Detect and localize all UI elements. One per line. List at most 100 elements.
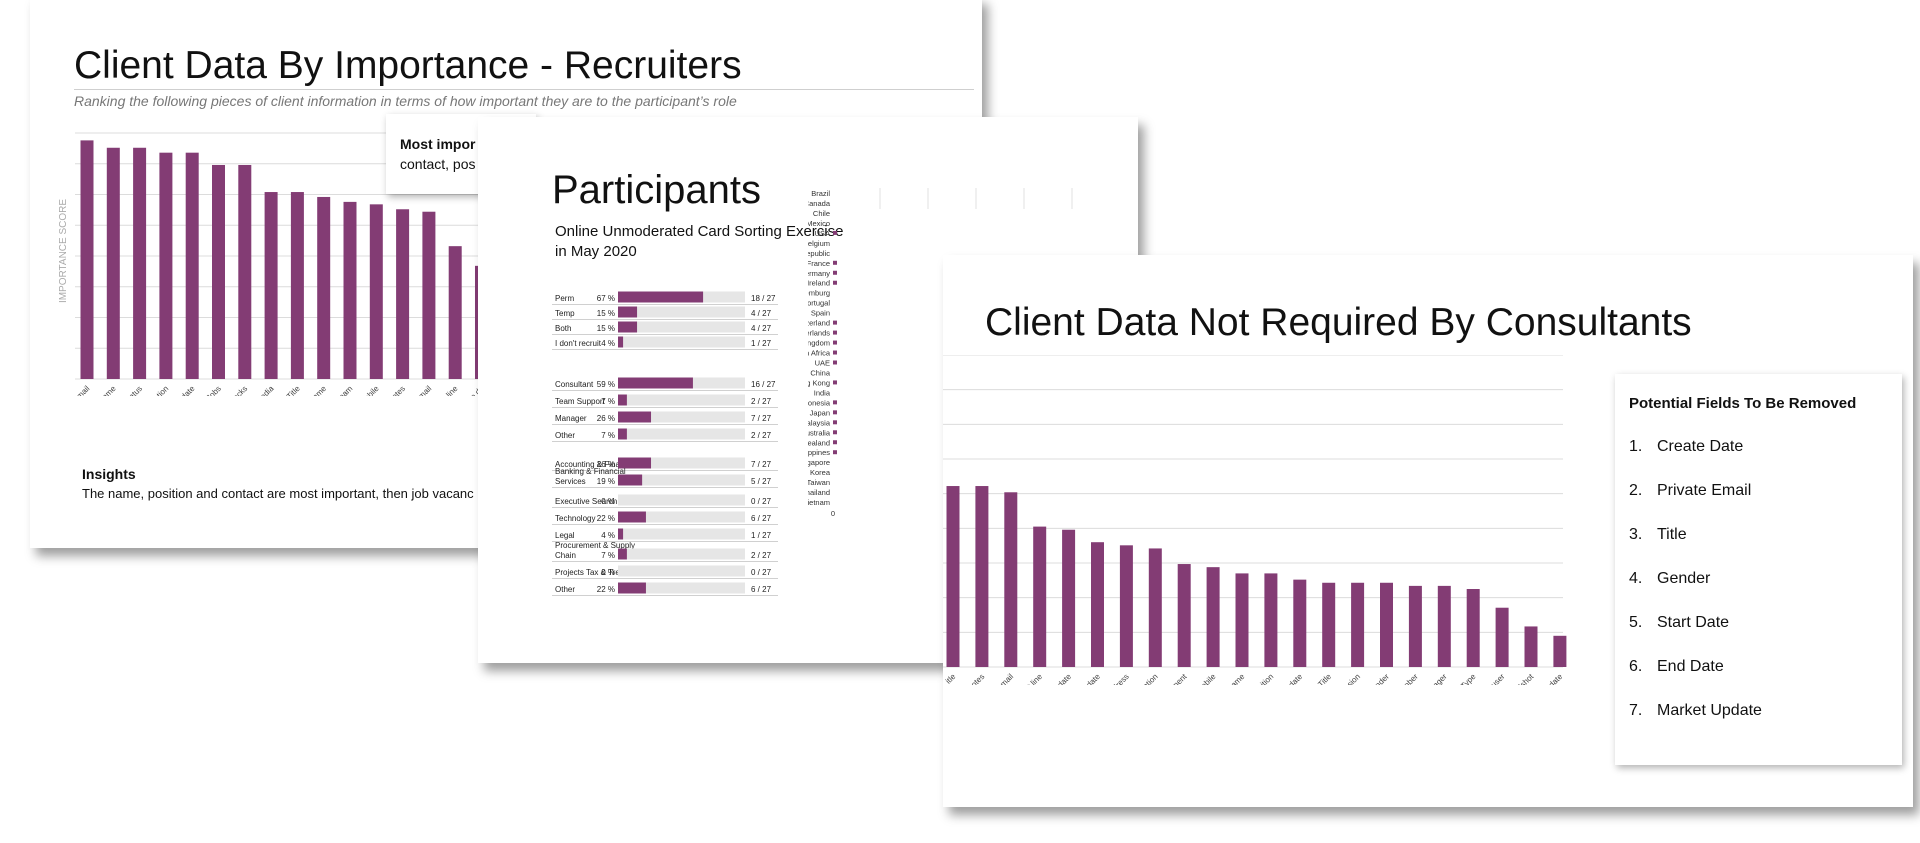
country-label: South Africa <box>808 349 831 358</box>
bar-track <box>618 428 745 440</box>
callout-title: Most impor <box>400 136 476 152</box>
country-label: Japan <box>810 408 830 417</box>
bar-track <box>618 394 745 406</box>
bar-track <box>618 457 745 469</box>
field-number: 7. <box>1629 702 1643 719</box>
country-label: Indonesia <box>808 398 831 407</box>
bar <box>618 548 627 560</box>
country-label: Spain <box>811 309 830 318</box>
country-label: UAE <box>815 358 830 367</box>
bar <box>833 410 837 415</box>
consultant-not-required-chart: itleActivity notesPrivate emailDirect li… <box>943 355 1567 685</box>
bar <box>1495 607 1509 667</box>
bar <box>1380 582 1393 667</box>
bar <box>833 330 837 335</box>
x-tick-label: Address <box>1104 672 1131 685</box>
x-tick-label: Work email <box>57 384 92 396</box>
bar <box>1322 582 1336 667</box>
x-tick-label: Start date <box>1071 672 1102 685</box>
country-label: India <box>814 388 831 397</box>
row-percent: 4 % <box>601 531 615 540</box>
bar-track <box>618 411 745 423</box>
row-label: Temp <box>555 309 575 318</box>
bar <box>833 440 837 445</box>
field-number: 6. <box>1629 658 1643 675</box>
country-label: USA <box>815 229 830 238</box>
row-label: I don't recruit <box>555 339 602 348</box>
row-label: Legal <box>555 531 575 540</box>
row-label: Procurement & Supply <box>555 541 635 550</box>
country-label: Australia <box>808 428 831 437</box>
bar <box>618 306 638 318</box>
bar <box>1033 526 1047 667</box>
bar <box>833 340 837 345</box>
participants-breakdown-chart: Perm 67 % 18 / 27 Temp 15 % 4 / 27 Both 15 % 4 /… <box>552 291 778 596</box>
slide-title: Client Data Not Required By Consultants <box>985 301 1692 344</box>
bar <box>1062 529 1076 667</box>
row-percent: 4 % <box>601 339 615 348</box>
row-count: 6 / 27 <box>751 585 772 594</box>
bar <box>1437 585 1451 667</box>
bar <box>1408 585 1422 667</box>
bar <box>833 230 837 235</box>
row-percent: 59 % <box>597 380 615 389</box>
country-label: Canada <box>808 199 831 208</box>
bar <box>369 204 383 379</box>
fields-to-remove-box: Potential Fields To Be Removed 1. Create … <box>1615 374 1902 765</box>
x-tick-label: Location <box>1132 672 1160 685</box>
bar <box>618 377 693 389</box>
bar <box>1264 573 1278 667</box>
bar <box>1091 542 1104 667</box>
bar-track <box>618 474 745 486</box>
row-label: Banking & Financial <box>555 467 626 476</box>
country-label: Hong Kong <box>808 378 830 387</box>
bar <box>1466 589 1480 667</box>
field-item: 1. Create Date <box>1629 437 1762 481</box>
field-number: 3. <box>1629 526 1643 543</box>
row-percent: 15 % <box>597 309 615 318</box>
bar <box>833 450 837 455</box>
bar <box>833 320 837 325</box>
field-item: 5. Start Date <box>1629 613 1762 657</box>
row-label: Chain <box>555 551 576 560</box>
row-count: 4 / 27 <box>751 324 772 333</box>
bar-track <box>618 336 745 348</box>
field-label: End Date <box>1657 658 1724 675</box>
bar <box>422 211 436 379</box>
row-count: 16 / 27 <box>751 380 776 389</box>
bar-track <box>618 511 745 523</box>
bar <box>833 420 837 425</box>
bar <box>396 209 410 379</box>
field-label: Title <box>1657 526 1687 543</box>
slide-consultants: Client Data Not Required By Consultants … <box>943 255 1913 807</box>
bar <box>1004 492 1018 667</box>
row-percent: 15 % <box>597 324 615 333</box>
x-tick-label: Title <box>285 384 302 396</box>
country-label: Malaysia <box>808 418 831 427</box>
bar <box>946 486 960 667</box>
bar-track <box>618 548 745 560</box>
row-label: Both <box>555 324 571 333</box>
row-percent: 0 % <box>601 568 615 577</box>
row-count: 2 / 27 <box>751 431 772 440</box>
country-label: Chile <box>813 209 830 218</box>
country-label: Thailand <box>808 488 830 497</box>
row-percent: 26 % <box>597 414 615 423</box>
bar <box>343 201 357 379</box>
bar-track <box>618 306 745 318</box>
field-number: 2. <box>1629 482 1643 499</box>
bar <box>975 486 989 667</box>
slide-subtitle-line1: Online Unmoderated Card Sorting Exercise <box>555 223 844 240</box>
country-label: Luxemburg <box>808 289 830 298</box>
bar <box>1119 545 1133 667</box>
bar <box>833 400 837 405</box>
row-percent: 0 % <box>601 497 615 506</box>
bar <box>618 582 646 594</box>
row-percent: 7 % <box>601 397 615 406</box>
x-tick-label: First name <box>1213 672 1246 685</box>
slide-subtitle: Ranking the following pieces of client i… <box>74 93 737 109</box>
row-percent: 19 % <box>597 477 615 486</box>
x-tick-label: Blocks <box>226 384 249 396</box>
row-label: Perm <box>555 294 574 303</box>
bar <box>833 360 837 365</box>
